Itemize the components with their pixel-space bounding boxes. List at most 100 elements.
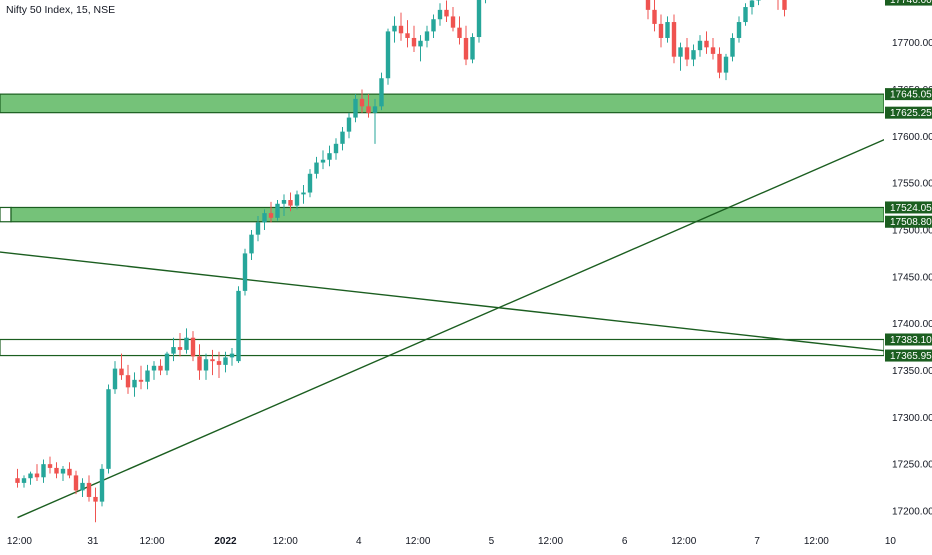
candle-body [366,106,370,113]
candle-body [139,380,143,382]
trendline [18,0,932,518]
x-tick-label: 12:00 [7,536,32,547]
candle-body [288,200,292,206]
candle-body [61,469,65,474]
chart-title: Nifty 50 Index, 15, NSE [6,4,115,16]
y-tick-label: 17350.00 [892,366,932,377]
candle-body [249,235,253,254]
candle-body [301,193,305,195]
candle-body [87,483,91,497]
x-tick-label: 7 [754,536,760,547]
y-tick-label: 17550.00 [892,179,932,190]
candle-body [256,222,260,234]
candle-body [100,469,104,502]
candle-body [243,253,247,290]
candle-body [477,0,481,37]
candle-body [93,497,97,502]
candle-body [210,359,214,361]
candle-body [470,37,474,59]
price-label: 17508.80 [890,217,932,228]
candle-body [659,24,663,38]
x-tick-label: 10 [885,536,897,547]
y-tick-label: 17300.00 [892,413,932,424]
candle-body [347,118,351,132]
candle-body [204,359,208,370]
candle-body [282,200,286,204]
price-label: 17645.05 [890,90,932,101]
x-tick-label: 4 [356,536,362,547]
candle-body [425,31,429,40]
candle-body [314,163,318,174]
x-tick-label: 6 [622,536,628,547]
x-tick-label: 12:00 [538,536,563,547]
candle-body [730,38,734,57]
candle-body [373,106,377,113]
candle-body [184,338,188,350]
zone-rect [11,207,884,221]
candle-body [41,464,45,477]
candle-body [665,22,669,38]
candle-body [145,370,149,381]
candle-body [28,474,32,479]
candle-body [158,366,162,371]
candle-body [74,475,78,490]
candle-body [685,47,689,59]
candle-body [652,10,656,24]
candle-body [457,28,461,38]
candle-body [80,483,84,490]
candle-body [444,10,448,17]
trendline [0,250,932,398]
candle-body [678,47,682,56]
x-tick-label: 31 [87,536,99,547]
zone-rect [0,207,11,221]
candle-body [405,33,409,38]
candle-body [171,347,175,354]
candle-body [724,57,728,73]
candle-body [386,31,390,78]
candle-body [223,357,227,364]
candle-body [295,194,299,205]
candle-body [308,174,312,193]
candle-body [15,478,19,483]
candle-body [698,41,702,50]
candle-body [35,474,39,478]
candle-body [275,204,279,218]
candle-body [54,468,58,474]
candle-body [451,16,455,27]
candle-body [106,389,110,469]
price-label: 17524.05 [890,203,932,214]
candle-body [418,41,422,47]
price-label: 17365.95 [890,351,932,362]
candle-body [126,375,130,387]
y-tick-label: 17450.00 [892,272,932,283]
candle-body [392,26,396,32]
candle-body [22,478,26,483]
candle-body [67,469,71,476]
candle-body [334,144,338,153]
candle-body [230,354,234,358]
candle-body [236,291,240,361]
candle-body [672,22,676,57]
candle-body [321,160,325,163]
price-label: 17746.00 [890,0,932,6]
zone-rect [0,94,884,113]
x-tick-label: 12:00 [804,536,829,547]
candle-body [431,19,435,31]
candle-body [152,366,156,371]
x-tick-label: 12:00 [671,536,696,547]
candle-body [782,0,786,10]
candle-body [217,361,221,365]
candle-body [48,464,52,468]
candle-body [327,153,331,160]
candle-body [191,338,195,357]
y-tick-label: 17400.00 [892,319,932,330]
candle-body [717,54,721,73]
candle-body [262,213,266,222]
candle-body [197,356,201,370]
candle-body [704,41,708,48]
candle-body [691,50,695,59]
candle-body [132,380,136,387]
zone-rect [0,339,884,355]
